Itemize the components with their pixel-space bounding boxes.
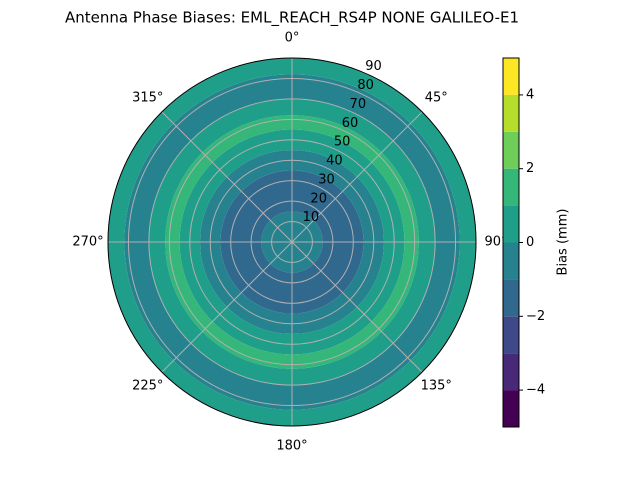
angular-grid-line xyxy=(161,111,293,243)
chart-title: Antenna Phase Biases: EML_REACH_RS4P NON… xyxy=(65,9,519,28)
theta-tick-label: 135° xyxy=(421,379,452,394)
theta-tick-label: 315° xyxy=(132,90,163,105)
colorbar-segment xyxy=(503,205,519,243)
r-tick-label: 30 xyxy=(318,172,335,187)
colorbar-segment xyxy=(503,94,519,132)
r-tick-label: 60 xyxy=(342,116,359,131)
colorbar-segment xyxy=(503,168,519,206)
colorbar-segment xyxy=(503,58,519,95)
colorbar-tick-label: 0 xyxy=(526,235,534,250)
theta-tick-label: 0° xyxy=(285,31,300,46)
r-tick-label: 20 xyxy=(310,191,327,206)
colorbar-segment xyxy=(503,279,519,317)
colorbar-segment xyxy=(503,390,519,427)
theta-tick-label: 90° xyxy=(484,235,507,250)
r-tick-label: 10 xyxy=(303,210,320,225)
r-tick-label: 70 xyxy=(350,97,367,112)
angular-grid-line xyxy=(161,241,293,373)
r-tick-label: 40 xyxy=(326,154,343,169)
colorbar-tick-label: −2 xyxy=(526,309,545,324)
theta-tick-label: 45° xyxy=(425,90,448,105)
colorbar-label: Bias (mm) xyxy=(556,209,571,276)
r-tick-label: 90 xyxy=(365,59,382,74)
theta-tick-label: 270° xyxy=(72,235,103,250)
colorbar-segment xyxy=(503,353,519,391)
colorbar-tick-label: −4 xyxy=(526,383,545,398)
r-tick-label: 50 xyxy=(334,135,351,150)
theta-tick-label: 225° xyxy=(132,379,163,394)
colorbar-segment xyxy=(503,131,519,169)
theta-tick-label: 180° xyxy=(276,439,307,454)
angular-grid-line xyxy=(291,111,423,243)
angular-grid-line xyxy=(291,241,423,373)
colorbar-segment xyxy=(503,316,519,354)
r-tick-label: 80 xyxy=(357,78,374,93)
colorbar-tick-label: 4 xyxy=(526,87,534,102)
colorbar-tick-label: 2 xyxy=(526,161,534,176)
colorbar-segment xyxy=(503,242,519,280)
polar-frame xyxy=(107,57,477,427)
